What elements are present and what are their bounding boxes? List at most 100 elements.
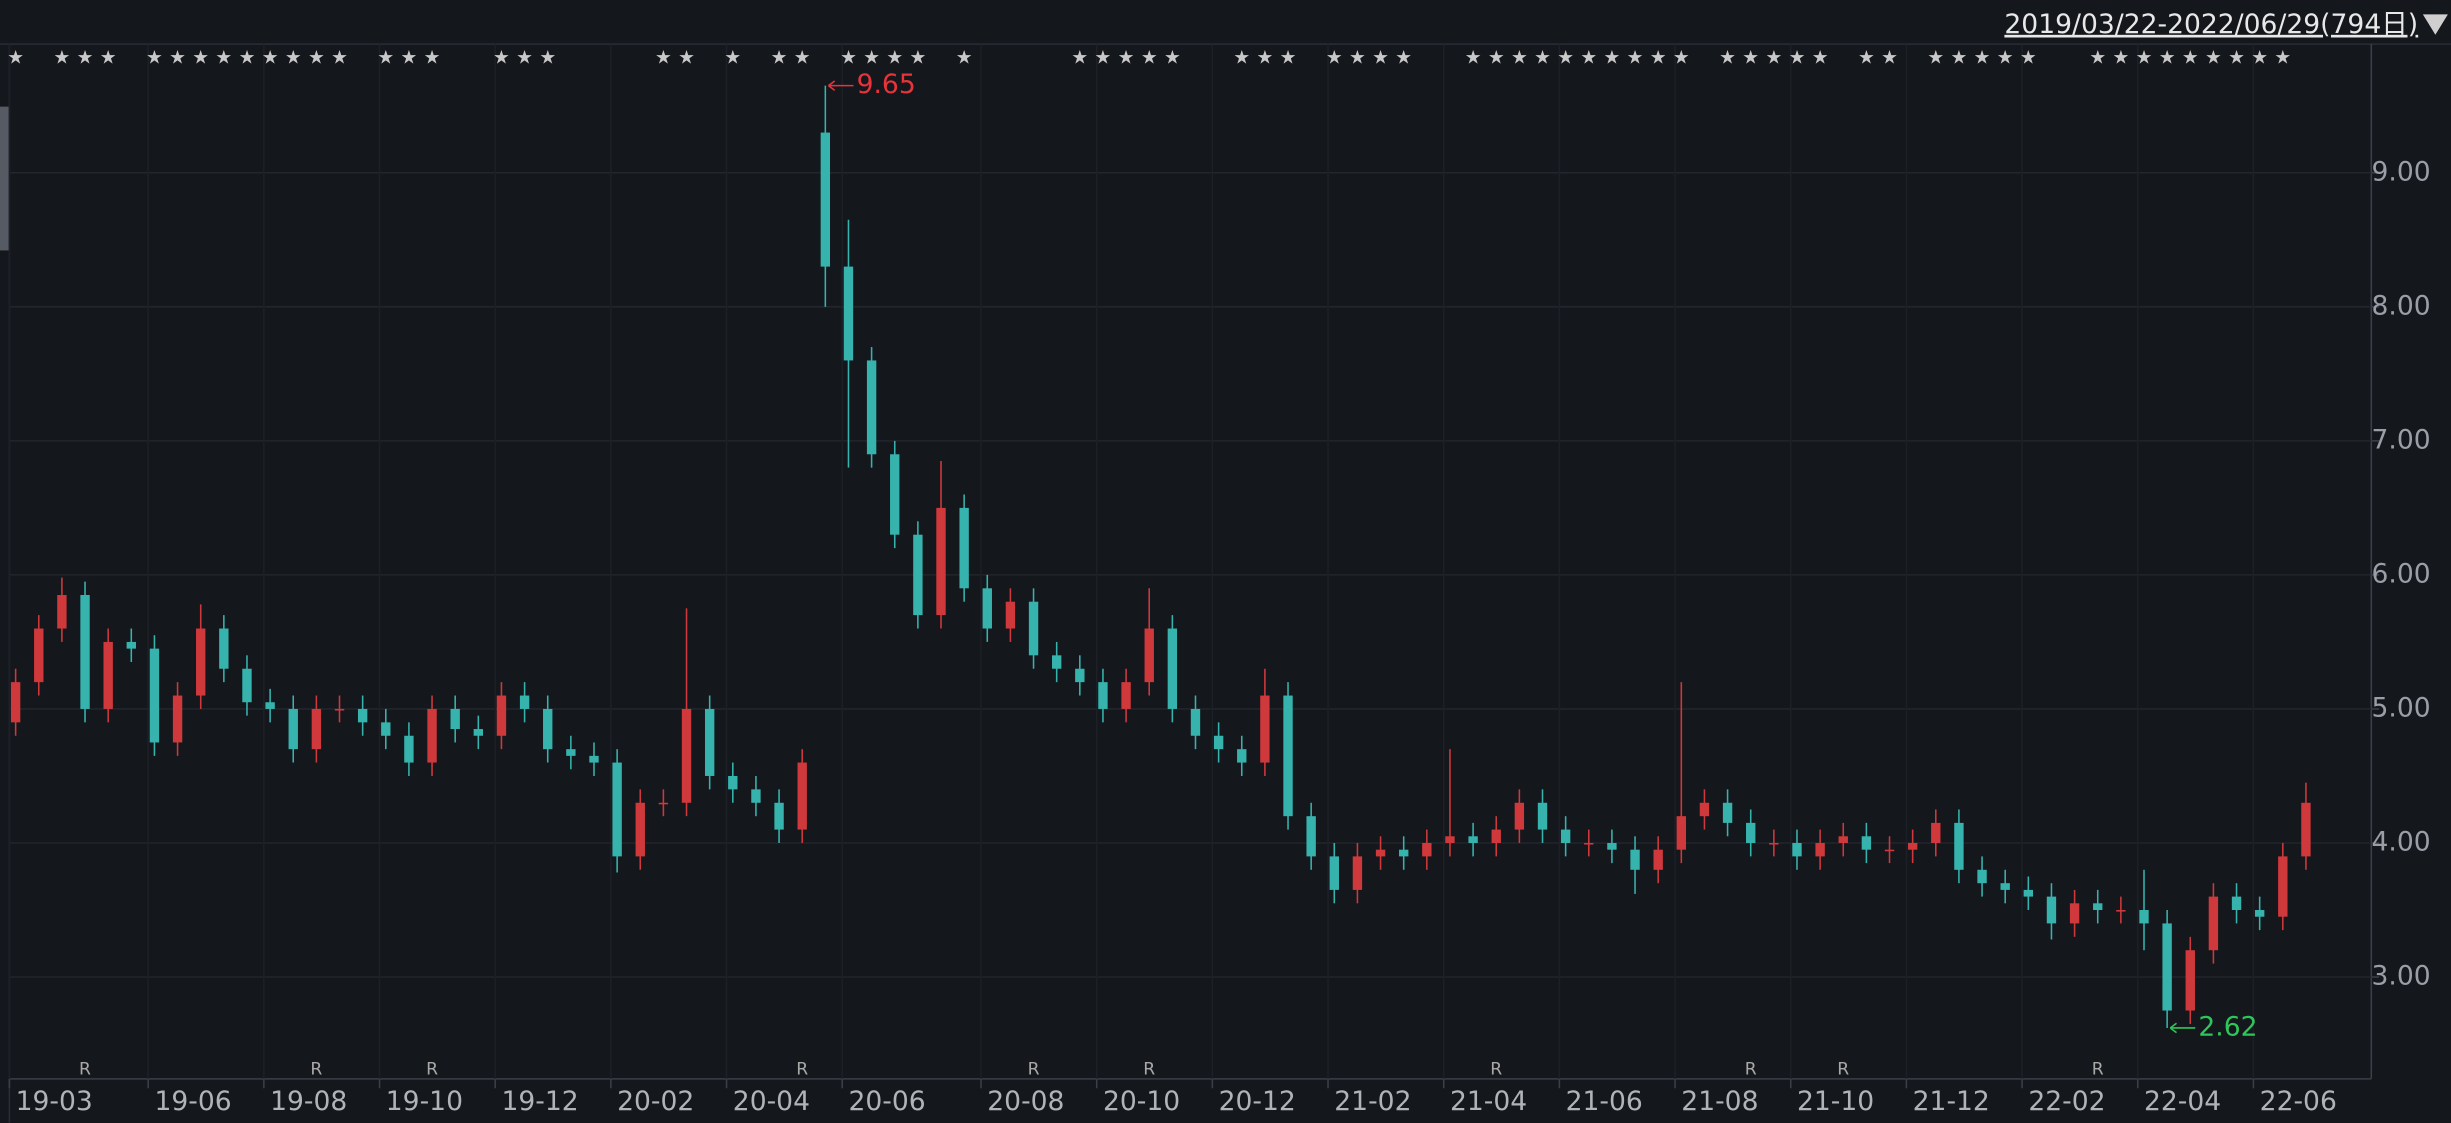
candle-body — [1769, 842, 1779, 845]
min-arrow — [2169, 1022, 2196, 1034]
event-r: R — [1028, 1060, 1040, 1080]
candle-body — [1051, 655, 1062, 669]
candle-body — [2301, 802, 2311, 857]
candle-body — [635, 802, 645, 857]
x-tick-label: 21-12 — [1913, 1086, 1990, 1117]
candle-body — [80, 595, 90, 709]
event-star: ★ — [285, 48, 302, 69]
event-star: ★ — [771, 48, 788, 69]
candle-body — [427, 708, 437, 763]
candle-body — [1584, 842, 1594, 845]
event-star: ★ — [1256, 48, 1273, 69]
date-range-title[interactable]: 2019/03/22-2022/06/29(794日) — [2004, 9, 2418, 40]
event-star: ★ — [2020, 48, 2037, 69]
candle-body — [728, 775, 738, 790]
x-tick-label: 19-06 — [154, 1086, 231, 1117]
event-r: R — [1143, 1060, 1155, 1080]
y-tick-label: 4.00 — [2372, 826, 2431, 857]
candle-body — [1954, 822, 1964, 870]
candle-body — [2069, 903, 2080, 924]
candle-body — [982, 588, 992, 629]
candle-body — [1329, 856, 1339, 890]
event-star: ★ — [1071, 48, 1088, 69]
event-star: ★ — [516, 48, 533, 69]
event-star: ★ — [377, 48, 394, 69]
event-star: ★ — [424, 48, 441, 69]
min-label: 2.62 — [2198, 1011, 2257, 1042]
candle-body — [1098, 682, 1108, 709]
y-tick-label: 7.00 — [2372, 424, 2431, 455]
event-star: ★ — [1557, 48, 1574, 69]
candle-body — [2046, 896, 2057, 924]
x-tick-label: 20-02 — [617, 1086, 694, 1117]
candle-body — [1907, 842, 1918, 850]
candle-body — [1977, 869, 1987, 884]
x-tick-label: 21-08 — [1681, 1086, 1758, 1117]
event-r: R — [310, 1060, 322, 1080]
candle-body — [265, 702, 275, 709]
x-tick-label: 19-12 — [501, 1086, 578, 1117]
event-r: R — [2092, 1060, 2104, 1080]
event-star: ★ — [1881, 48, 1898, 69]
event-star: ★ — [77, 48, 94, 69]
event-star: ★ — [1997, 48, 2014, 69]
event-star: ★ — [100, 48, 117, 69]
candle-body — [2162, 923, 2172, 1011]
candle-body — [57, 595, 67, 629]
candle-body — [1167, 628, 1178, 709]
candle-body — [2278, 856, 2288, 917]
candle-body — [658, 802, 669, 805]
candle-body — [589, 755, 599, 763]
event-r: R — [796, 1060, 808, 1080]
event-r: R — [79, 1060, 91, 1080]
candle-body — [890, 454, 900, 535]
candle-body — [751, 789, 761, 803]
candle-body — [1884, 849, 1895, 852]
event-star: ★ — [1604, 48, 1621, 69]
event-star: ★ — [2251, 48, 2268, 69]
candle-body — [1746, 822, 1756, 843]
candle-body — [1861, 836, 1872, 850]
candle-body — [1422, 842, 1432, 857]
candle-body — [1815, 842, 1825, 857]
candle-body — [172, 695, 183, 743]
event-star: ★ — [1765, 48, 1782, 69]
y-tick-label: 8.00 — [2372, 290, 2431, 321]
event-star: ★ — [1465, 48, 1482, 69]
candle-body — [1283, 695, 1293, 817]
candle-body — [2116, 910, 2126, 912]
candle-body — [334, 708, 345, 711]
event-star: ★ — [1580, 48, 1597, 69]
event-star: ★ — [1280, 48, 1297, 69]
event-r: R — [426, 1060, 438, 1080]
y-tick-label: 5.00 — [2372, 692, 2431, 723]
x-tick-label: 22-06 — [2260, 1086, 2337, 1117]
event-star: ★ — [239, 48, 256, 69]
event-star: ★ — [840, 48, 857, 69]
event-star: ★ — [1927, 48, 1944, 69]
candle-body — [103, 641, 113, 709]
candle-body — [2023, 889, 2034, 897]
x-tick-label: 21-02 — [1334, 1086, 1411, 1117]
y-tick-label: 3.00 — [2372, 961, 2431, 992]
dropdown-icon[interactable] — [2422, 14, 2448, 35]
event-star: ★ — [1164, 48, 1181, 69]
event-star: ★ — [2182, 48, 2199, 69]
candle-body — [820, 132, 831, 267]
event-star: ★ — [1349, 48, 1366, 69]
event-star: ★ — [1858, 48, 1875, 69]
event-star: ★ — [1395, 48, 1412, 69]
candle-body — [1560, 829, 1571, 843]
candle-body — [959, 507, 969, 589]
candle-body — [288, 708, 298, 750]
candle-body — [1121, 682, 1131, 709]
candle-body — [1028, 601, 1039, 656]
candle-body — [1607, 842, 1617, 850]
x-tick-label: 22-02 — [2028, 1086, 2105, 1117]
max-arrow — [827, 80, 854, 91]
candle-body — [1237, 749, 1247, 763]
event-star: ★ — [1742, 48, 1759, 69]
event-star: ★ — [2112, 48, 2129, 69]
candle-body — [1630, 849, 1640, 870]
event-star: ★ — [1372, 48, 1389, 69]
